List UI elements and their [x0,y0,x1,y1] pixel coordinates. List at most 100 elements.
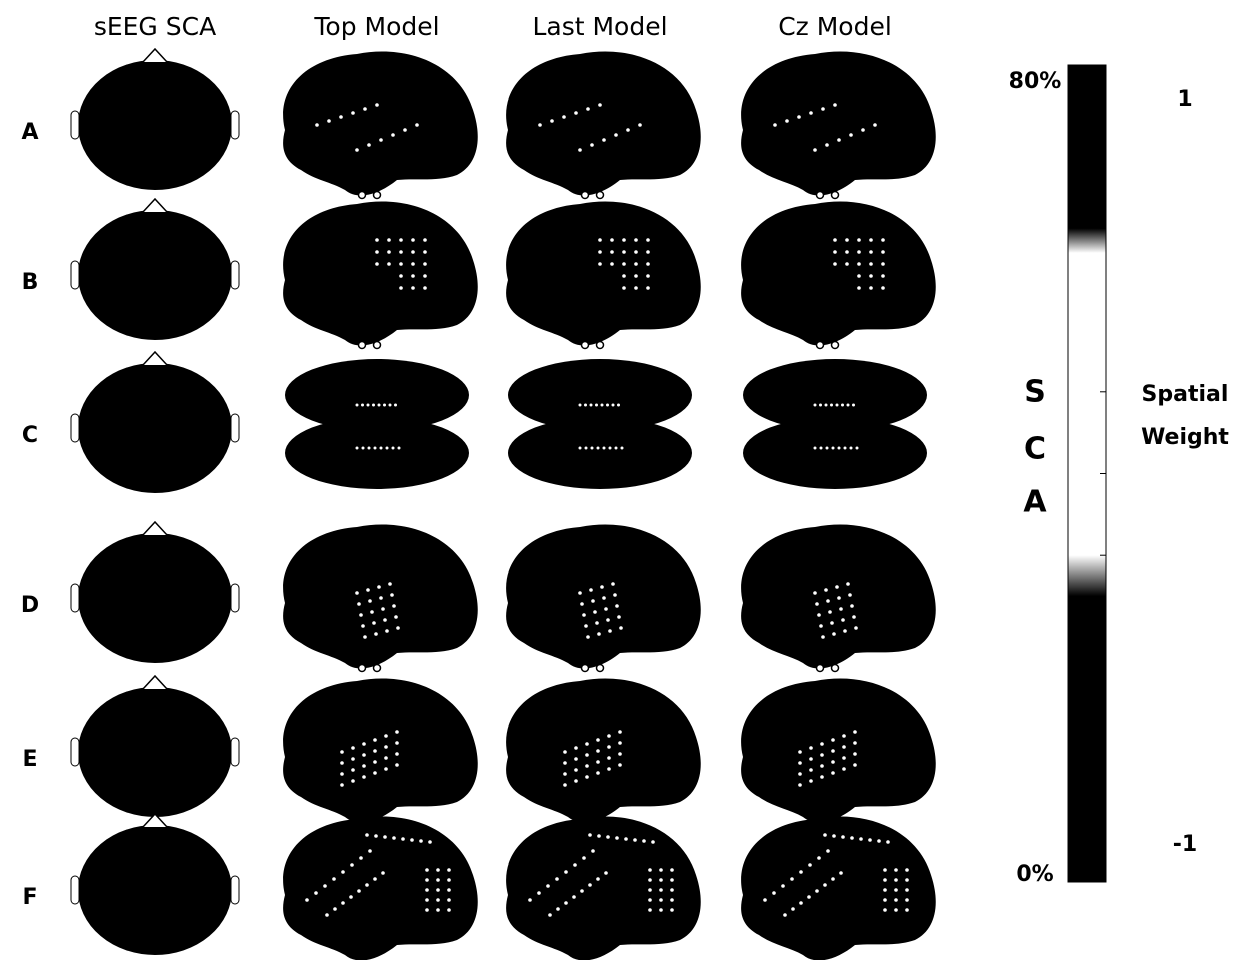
electrode [399,238,403,242]
electrode [618,730,622,734]
electrode [832,447,835,450]
electrode [538,123,542,127]
electrode [809,111,813,115]
electrode [894,868,898,872]
electrode [648,898,652,902]
electrode [638,123,642,127]
electrode [807,895,811,899]
colorbar-right-bottom: -1 [1173,832,1197,857]
colorbar-title: S [1024,375,1046,410]
electrode [597,447,600,450]
brain [743,359,927,489]
electrode [634,238,638,242]
electrode [618,752,622,756]
electrode [349,895,353,899]
electrode [447,868,451,872]
electrode [869,274,873,278]
row-label: B [22,270,39,295]
electrode [615,836,619,840]
electrode [883,898,887,902]
electrode [610,238,614,242]
electrode [584,404,587,407]
electrode [820,764,824,768]
electrode [351,779,355,783]
column-header: Cz Model [778,12,892,41]
electrode [596,749,600,753]
electrode [588,883,592,887]
electrode [873,123,877,127]
electrode [385,629,389,633]
electrode [401,837,405,841]
electrode [415,123,419,127]
electrode [596,760,600,764]
electrode [595,404,598,407]
electrode [832,632,836,636]
electrode [359,613,363,617]
electrode [814,447,817,450]
electrode [843,629,847,633]
electrode [598,262,602,266]
electrode [387,238,391,242]
marker [832,665,839,672]
electrode [357,889,361,893]
electrode [384,734,388,738]
electrode [578,148,582,152]
electrode [857,262,861,266]
electrode [646,238,650,242]
electrode [670,868,674,872]
electrode [384,745,388,749]
scalp-map [71,676,239,816]
hemisphere [743,417,927,489]
electrode [798,772,802,776]
electrode [399,274,403,278]
nose [143,352,167,365]
electrode [883,878,887,882]
electrode [564,870,568,874]
brain [283,51,478,198]
electrode [585,447,588,450]
electrode [883,908,887,912]
electrode [790,877,794,881]
electrode [772,891,776,895]
electrode [659,908,663,912]
marker [359,665,366,672]
electrode [350,863,354,867]
electrode [634,250,638,254]
marker [817,342,824,349]
row-label: C [22,423,38,448]
electrode [375,262,379,266]
electrode [809,768,813,772]
electrode [809,779,813,783]
electrode [574,111,578,115]
electrode [813,148,817,152]
figure: 80% 0% S C A 1 -1 Spatial Weight sEEG SC… [0,0,1256,960]
electrode [846,582,850,586]
marker [582,192,589,199]
electrode [362,447,365,450]
electrode [842,745,846,749]
cortex [283,816,478,960]
electrode [646,262,650,266]
column-header: sEEG SCA [94,12,216,41]
electrode [379,138,383,142]
electrode [372,404,375,407]
electrode [383,618,387,622]
electrode [610,262,614,266]
scalp-map [71,522,239,662]
electrode [826,599,830,603]
electrode [375,250,379,254]
electrode [333,907,337,911]
electrode [831,877,835,881]
electrode [617,615,621,619]
electrode [586,107,590,111]
electrode [383,835,387,839]
electrode [392,836,396,840]
electrode [361,404,364,407]
electrode [634,286,638,290]
electrode [323,884,327,888]
nose [143,522,167,535]
electrode [373,877,377,881]
electrode [392,447,395,450]
electrode [905,868,909,872]
electrode [362,742,366,746]
